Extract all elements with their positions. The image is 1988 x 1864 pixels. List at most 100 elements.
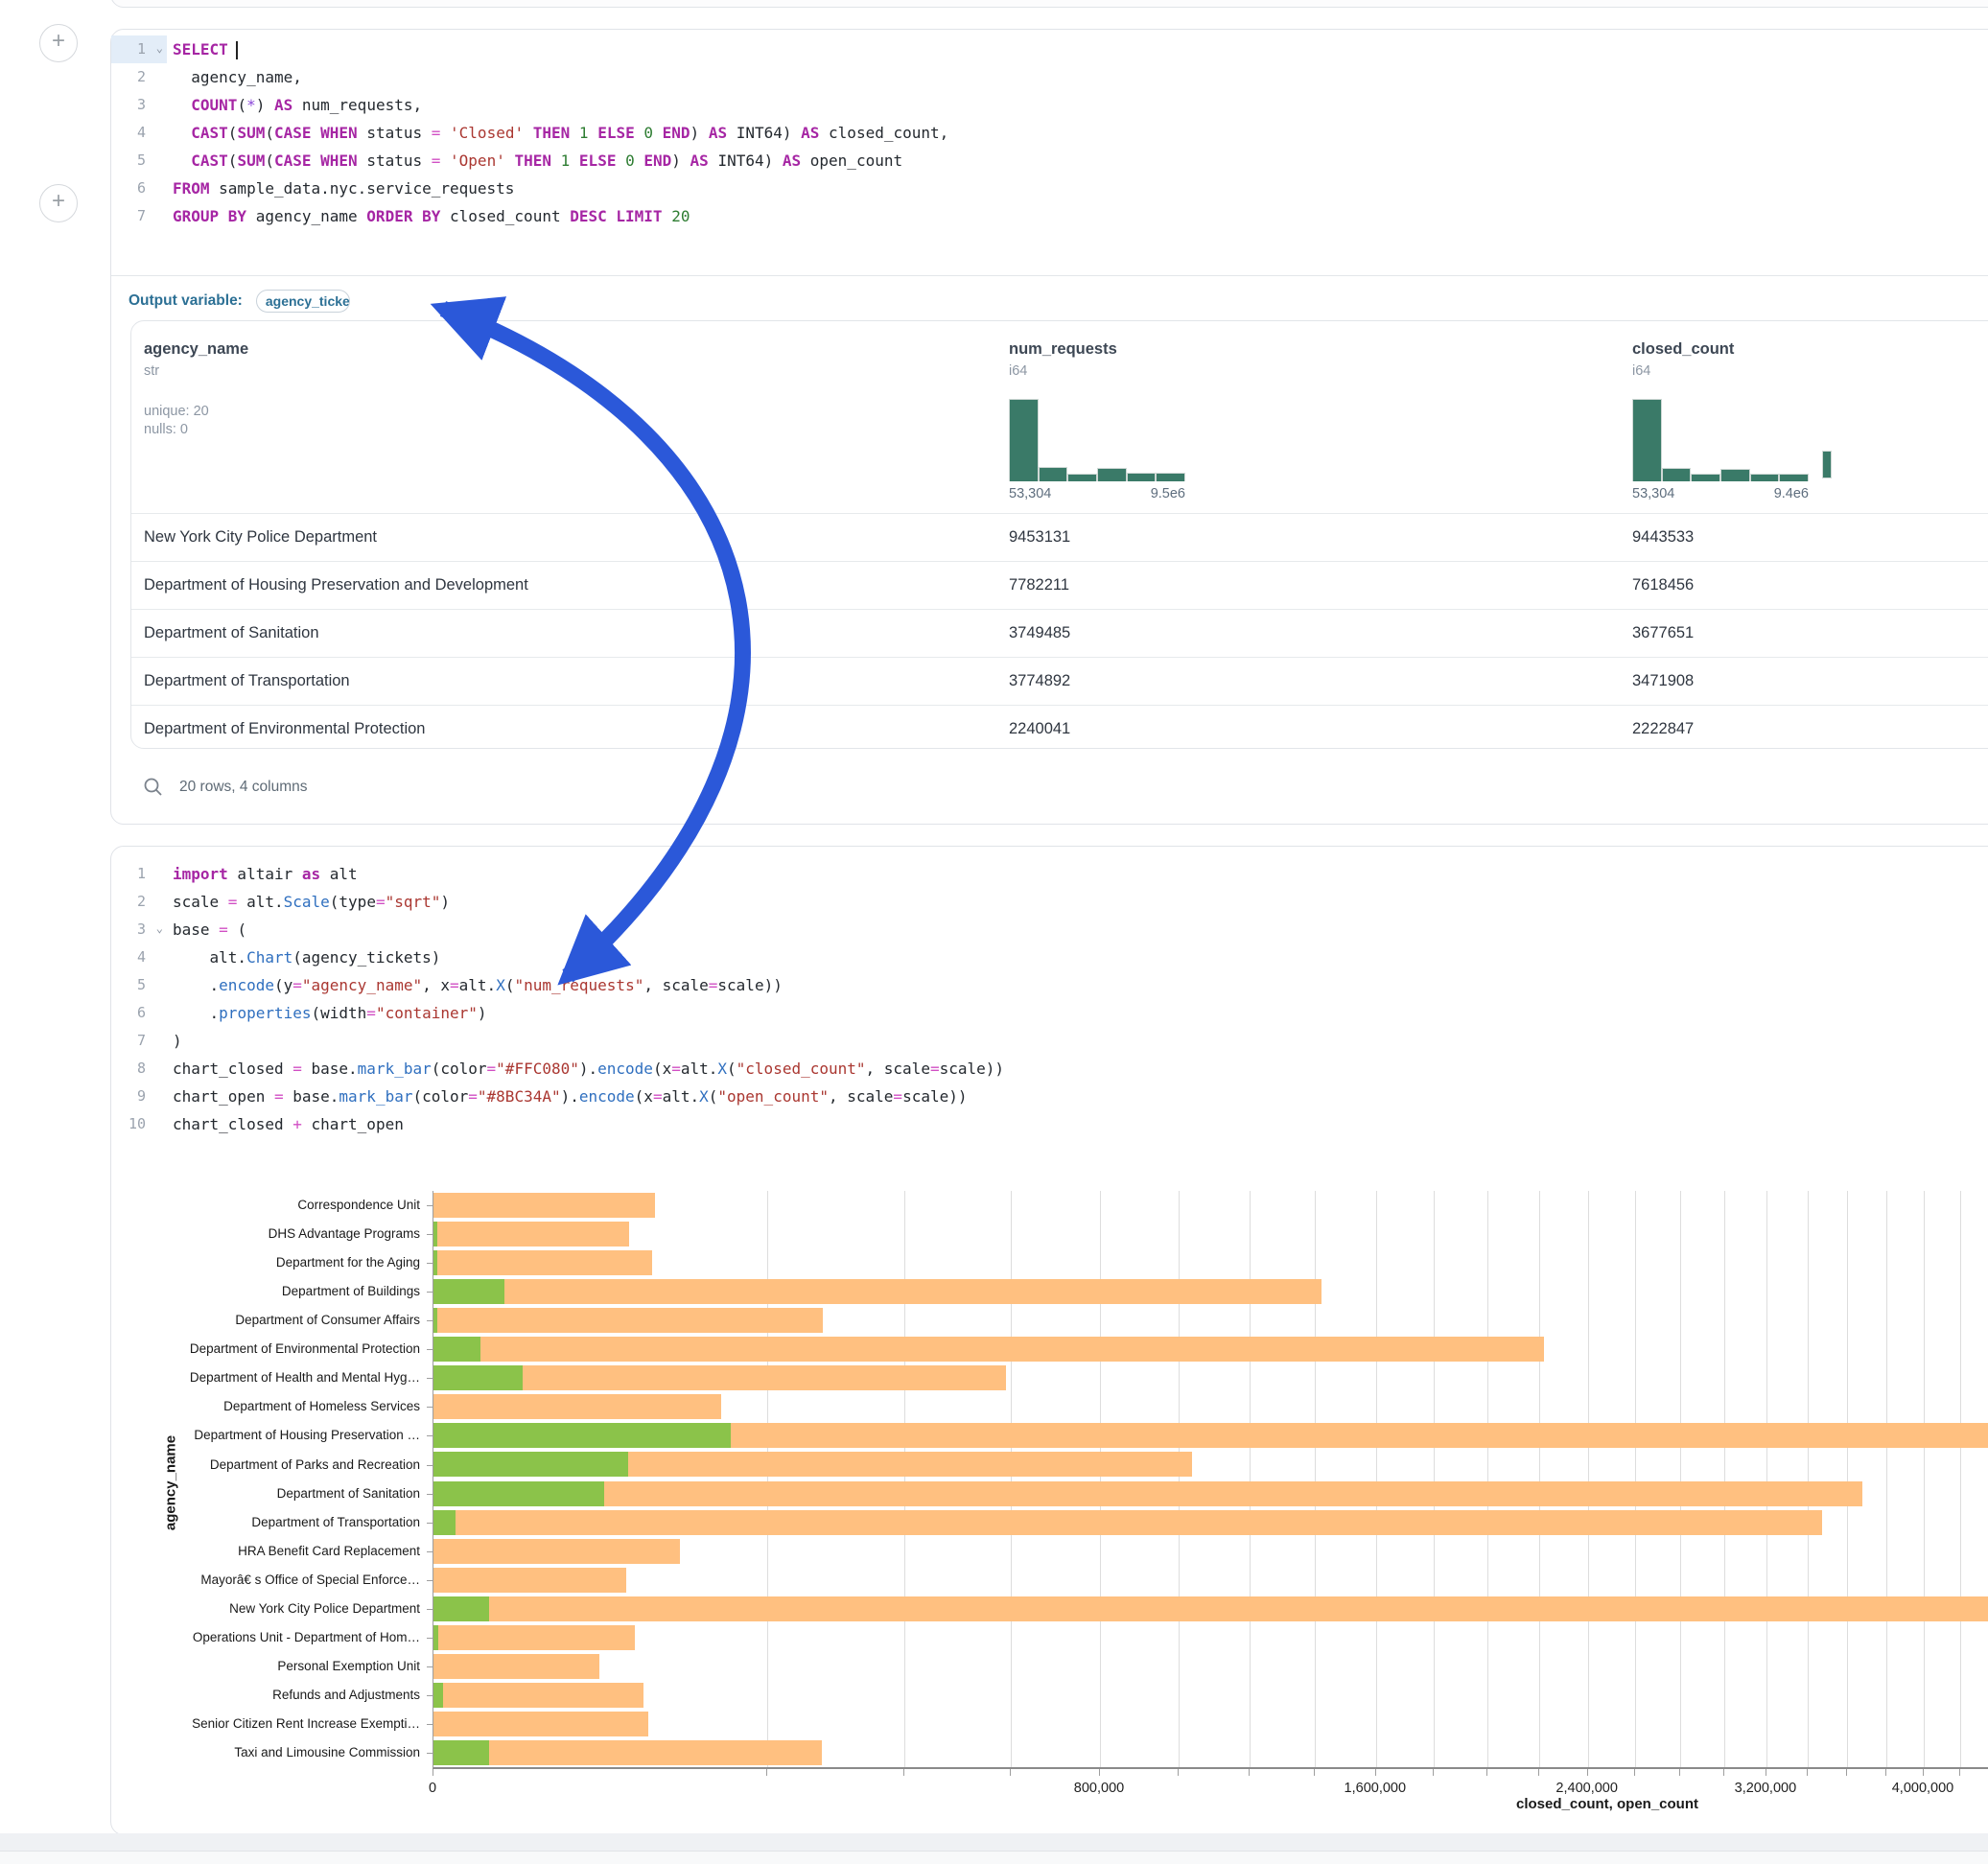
code-text[interactable]: scale = alt.Scale(type="sqrt"): [167, 888, 450, 916]
code-text[interactable]: ): [167, 1027, 182, 1055]
table-cell[interactable]: 2222847: [1632, 706, 1694, 753]
code-line[interactable]: 6FROM sample_data.nyc.service_requests: [111, 175, 1988, 202]
add-cell-button-top[interactable]: +: [39, 24, 78, 62]
table-cell[interactable]: Department of Transportation: [144, 658, 350, 705]
column-header-closed_count[interactable]: closed_counti6453,3049.4e6: [1632, 340, 1734, 379]
code-text[interactable]: GROUP BY agency_name ORDER BY closed_cou…: [167, 202, 690, 230]
line-number-gutter[interactable]: 1⌄: [111, 35, 167, 63]
line-number-gutter[interactable]: 9: [111, 1083, 167, 1110]
python-code-editor[interactable]: 1import altair as alt2scale = alt.Scale(…: [111, 860, 1988, 1138]
x-tick: [1885, 1769, 1886, 1776]
table-cell[interactable]: Department of Housing Preservation and D…: [144, 562, 528, 609]
open-count-bar: [433, 1625, 438, 1650]
line-number-gutter[interactable]: 2: [111, 888, 167, 916]
code-text[interactable]: FROM sample_data.nyc.service_requests: [167, 175, 514, 202]
gridline: [1539, 1191, 1540, 1767]
line-number-gutter[interactable]: 4: [111, 119, 167, 147]
table-cell[interactable]: 2240041: [1009, 706, 1070, 753]
code-line[interactable]: 7GROUP BY agency_name ORDER BY closed_co…: [111, 202, 1988, 230]
code-text[interactable]: base = (: [167, 916, 246, 944]
gridline: [1847, 1191, 1848, 1767]
line-number-gutter[interactable]: 3⌄: [111, 916, 167, 944]
gridline: [767, 1191, 768, 1767]
code-text[interactable]: alt.Chart(agency_tickets): [167, 944, 440, 971]
y-axis-label: Taxi and Limousine Commission: [111, 1745, 420, 1759]
table-cell[interactable]: 3774892: [1009, 658, 1070, 705]
code-text[interactable]: chart_open = base.mark_bar(color="#8BC34…: [167, 1083, 968, 1110]
chevron-down-icon[interactable]: ⌄: [156, 915, 163, 943]
line-number-gutter[interactable]: 8: [111, 1055, 167, 1083]
table-row[interactable]: Department of Sanitation 3749485 3677651: [131, 609, 1988, 657]
x-tick-label: 4,000,000: [1856, 1781, 1988, 1796]
code-text[interactable]: COUNT(*) AS num_requests,: [167, 91, 422, 119]
sql-code-editor[interactable]: 1⌄SELECT2 agency_name,3 COUNT(*) AS num_…: [111, 35, 1988, 230]
code-line[interactable]: 10chart_closed + chart_open: [111, 1110, 1988, 1138]
code-line[interactable]: 5 CAST(SUM(CASE WHEN status = 'Open' THE…: [111, 147, 1988, 175]
closed-count-bar: [433, 1625, 635, 1650]
chevron-down-icon[interactable]: ⌄: [156, 35, 163, 62]
line-number-gutter[interactable]: 5: [111, 971, 167, 999]
table-row[interactable]: Department of Environmental Protection 22…: [131, 705, 1988, 753]
table-cell[interactable]: 7618456: [1632, 562, 1694, 609]
code-line[interactable]: 8chart_closed = base.mark_bar(color="#FF…: [111, 1055, 1988, 1083]
table-row[interactable]: Department of Housing Preservation and D…: [131, 561, 1988, 609]
code-text[interactable]: CAST(SUM(CASE WHEN status = 'Closed' THE…: [167, 119, 948, 147]
line-number-gutter[interactable]: 4: [111, 944, 167, 971]
closed-count-bar: [433, 1539, 680, 1564]
table-cell[interactable]: 9453131: [1009, 514, 1070, 561]
line-number-gutter[interactable]: 6: [111, 175, 167, 202]
code-line[interactable]: 1⌄SELECT: [111, 35, 1988, 63]
table-cell[interactable]: 3471908: [1632, 658, 1694, 705]
table-cell[interactable]: Department of Environmental Protection: [144, 706, 425, 753]
code-text[interactable]: CAST(SUM(CASE WHEN status = 'Open' THEN …: [167, 147, 902, 175]
output-variable-badge[interactable]: agency_tickets: [256, 290, 350, 313]
code-line[interactable]: 3⌄base = (: [111, 916, 1988, 944]
column-header-agency_name[interactable]: agency_namestrunique: 20nulls: 0: [144, 340, 248, 437]
code-text[interactable]: agency_name,: [167, 63, 302, 91]
line-number-gutter[interactable]: 1: [111, 860, 167, 888]
table-cell[interactable]: 3749485: [1009, 610, 1070, 657]
add-cell-button-middle[interactable]: +: [39, 184, 78, 222]
table-row[interactable]: Department of Transportation 3774892 34719…: [131, 657, 1988, 705]
code-text[interactable]: .encode(y="agency_name", x=alt.X("num_re…: [167, 971, 783, 999]
line-number-gutter[interactable]: 3: [111, 91, 167, 119]
table-cell[interactable]: New York City Police Department: [144, 514, 377, 561]
closed-count-bar: [433, 1510, 1822, 1535]
line-number-gutter[interactable]: 6: [111, 999, 167, 1027]
code-line[interactable]: 9chart_open = base.mark_bar(color="#8BC3…: [111, 1083, 1988, 1110]
table-row[interactable]: New York City Police Department 9453131 94…: [131, 513, 1988, 561]
code-text[interactable]: .properties(width="container"): [167, 999, 487, 1027]
y-axis-label: Senior Citizen Rent Increase Exempti…: [111, 1716, 420, 1731]
code-line[interactable]: 4 CAST(SUM(CASE WHEN status = 'Closed' T…: [111, 119, 1988, 147]
x-tick-label: 1,600,000: [1308, 1781, 1442, 1796]
x-tick: [1010, 1769, 1011, 1776]
table-cell[interactable]: 3677651: [1632, 610, 1694, 657]
search-icon[interactable]: [143, 777, 164, 798]
column-header-num_requests[interactable]: num_requestsi6453,3049.5e6: [1009, 340, 1117, 379]
code-line[interactable]: 1import altair as alt: [111, 860, 1988, 888]
table-cell[interactable]: 9443533: [1632, 514, 1694, 561]
code-line[interactable]: 7): [111, 1027, 1988, 1055]
line-number-gutter[interactable]: 7: [111, 202, 167, 230]
code-text[interactable]: chart_closed + chart_open: [167, 1110, 404, 1138]
y-axis-label: Department of Transportation: [111, 1515, 420, 1529]
line-number-gutter[interactable]: 10: [111, 1110, 167, 1138]
line-number-gutter[interactable]: 2: [111, 63, 167, 91]
code-line[interactable]: 6 .properties(width="container"): [111, 999, 1988, 1027]
code-line[interactable]: 2scale = alt.Scale(type="sqrt"): [111, 888, 1988, 916]
column-stat: nulls: 0: [144, 422, 248, 437]
code-line[interactable]: 2 agency_name,: [111, 63, 1988, 91]
closed-count-bar: [433, 1250, 652, 1275]
code-line[interactable]: 5 .encode(y="agency_name", x=alt.X("num_…: [111, 971, 1988, 999]
code-text[interactable]: chart_closed = base.mark_bar(color="#FFC…: [167, 1055, 1004, 1083]
x-tick: [1314, 1769, 1315, 1776]
table-cell[interactable]: 7782211: [1009, 562, 1069, 609]
code-line[interactable]: 4 alt.Chart(agency_tickets): [111, 944, 1988, 971]
line-number-gutter[interactable]: 7: [111, 1027, 167, 1055]
table-cell[interactable]: Department of Sanitation: [144, 610, 319, 657]
line-number-gutter[interactable]: 5: [111, 147, 167, 175]
code-text[interactable]: import altair as alt: [167, 860, 358, 888]
code-line[interactable]: 3 COUNT(*) AS num_requests,: [111, 91, 1988, 119]
code-text[interactable]: SELECT: [167, 35, 238, 63]
open-count-histogram-sliver: [1822, 451, 1832, 478]
